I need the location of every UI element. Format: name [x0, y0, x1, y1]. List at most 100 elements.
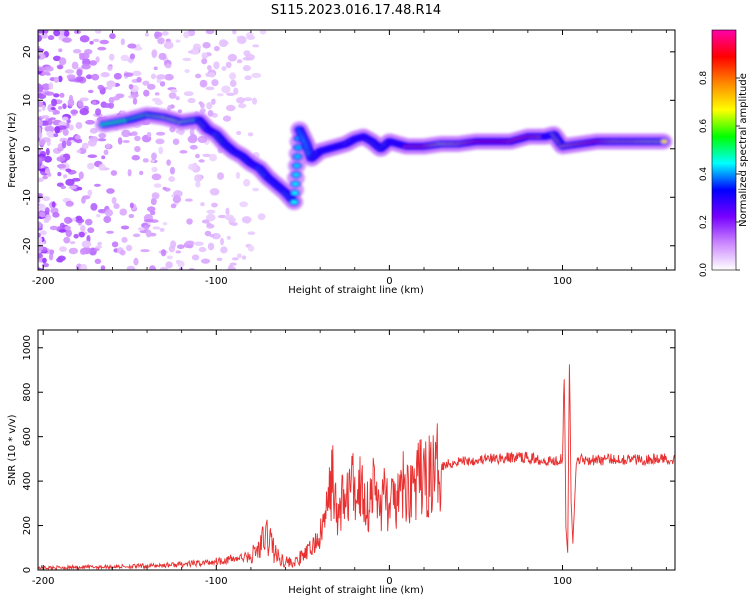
- spectrogram-noise-blob: [200, 258, 211, 264]
- spectrogram-noise-blob: [49, 225, 59, 231]
- spectrogram-noise-blob: [238, 103, 247, 109]
- spectrogram-noise-blob: [227, 266, 237, 270]
- spectrogram-noise-blob: [225, 104, 236, 112]
- spectrogram-noise-blob: [121, 129, 131, 138]
- spectrogram-noise-blob: [75, 76, 84, 83]
- y-tick-label: 200: [22, 516, 33, 535]
- spectrogram-noise-blob: [67, 137, 75, 141]
- spectrogram-noise-blob: [226, 92, 236, 96]
- spectrogram-noise-blob: [97, 241, 103, 246]
- spectrogram-noise-blob: [38, 164, 41, 170]
- spectrogram-noise-blob: [199, 108, 206, 114]
- spectrogram-noise-blob: [175, 96, 180, 101]
- spectrogram-noise-blob: [150, 73, 157, 80]
- spectrogram-noise-blob: [162, 221, 168, 226]
- spectrogram-noise-blob: [119, 208, 128, 216]
- spectrogram-noise-blob: [53, 93, 60, 98]
- spectrogram-noise-blob: [217, 214, 227, 219]
- colorbar-tick-label: 0.0: [699, 263, 709, 278]
- spectrogram-noise-blob: [113, 203, 120, 210]
- spectrogram-noise-blob: [58, 57, 67, 66]
- spectrogram-noise-blob: [155, 131, 166, 136]
- spectrogram-ridge-core: [294, 145, 302, 150]
- spectrogram-noise-blob: [60, 185, 67, 189]
- spectrogram-noise-blob: [153, 183, 162, 188]
- spectrogram-noise-blob: [61, 140, 67, 149]
- spectrogram-noise-blob: [58, 106, 63, 110]
- spectrogram-noise-blob: [151, 173, 162, 181]
- spectrogram-noise-blob: [72, 49, 82, 54]
- spectrogram-noise-blob: [207, 72, 216, 78]
- colorbar-ticks: 0.0 0.2 0.4 0.6 0.8: [699, 71, 740, 278]
- spectrogram-noise-blob: [153, 66, 158, 71]
- spectrogram-noise-blob: [207, 109, 214, 117]
- spectrogram-noise-blob: [229, 72, 237, 81]
- spectrogram-noise-blob: [199, 102, 205, 109]
- spectrogram-noise-blob: [175, 250, 182, 254]
- spectrogram-noise-blob: [148, 265, 156, 270]
- spectrogram-noise-blob: [236, 97, 245, 104]
- spectrogram-noise-blob: [76, 68, 83, 77]
- y-tick-label: 600: [22, 427, 33, 446]
- spectrogram-noise-blob: [178, 267, 183, 270]
- spectrogram-noise-blob: [87, 139, 97, 147]
- spectrogram-noise-blob: [98, 133, 107, 139]
- spectrogram-noise-blob: [101, 155, 106, 160]
- spectrogram-noise-blob: [44, 91, 55, 96]
- spectrogram-noise-blob: [93, 183, 101, 187]
- spectrogram-noise-blob: [43, 66, 54, 72]
- spectrogram-noise-blob: [162, 186, 167, 190]
- spectrogram-noise-blob: [95, 245, 103, 249]
- spectrogram-noise-blob: [47, 118, 53, 126]
- spectrogram-noise-blob: [65, 168, 72, 173]
- spectrogram-noise-blob: [85, 119, 95, 125]
- spectrogram-noise-blob: [233, 87, 239, 95]
- spectrogram-noise-blob: [92, 100, 97, 106]
- spectrogram-noise-blob: [193, 241, 204, 246]
- spectrogram-noise-blob: [45, 126, 55, 133]
- spectrogram-ridge-core: [292, 173, 300, 177]
- spectrogram-noise-blob: [97, 209, 104, 213]
- spectrogram-noise-blob: [97, 84, 105, 90]
- spectrogram-noise-blob: [142, 80, 150, 86]
- spectrogram-noise-blob: [194, 73, 202, 79]
- spectrogram-noise-blob: [38, 232, 41, 238]
- y-tick-label: 800: [22, 383, 33, 402]
- spectrogram-noise-blob: [41, 196, 51, 202]
- spectrogram-noise-blob: [94, 258, 102, 265]
- y-tick-label: 10: [22, 94, 33, 107]
- spectrogram-noise-blob: [40, 71, 51, 76]
- spectrogram-noise-blob: [137, 227, 145, 231]
- spectrogram-noise-blob: [51, 98, 58, 107]
- spectrogram-noise-blob: [184, 69, 190, 74]
- spectrogram-noise-blob: [246, 35, 256, 40]
- spectrogram-noise-blob: [129, 202, 134, 209]
- spectrogram-noise-blob: [186, 218, 193, 225]
- spectrogram-noise-blob: [145, 229, 152, 238]
- spectrogram-noise-blob: [117, 137, 123, 145]
- spectrogram-noise-blob: [205, 30, 215, 35]
- spectrogram-noise-blob: [184, 198, 193, 202]
- spectrogram-frame: [37, 29, 676, 271]
- snr-background: [38, 330, 675, 570]
- spectrogram-noise-blob: [151, 97, 161, 102]
- spectrogram-noise-blob: [38, 48, 45, 52]
- spectrogram-noise-blob: [158, 52, 167, 61]
- spectrogram-noise-blob: [49, 249, 55, 255]
- spectrogram-noise-blob: [53, 76, 59, 83]
- spectrogram-noise-blob: [73, 233, 79, 239]
- spectrogram-noise-blob: [81, 196, 86, 204]
- spectrogram-noise-blob: [230, 222, 238, 226]
- spectrogram-ridge-core: [293, 154, 301, 159]
- spectrogram-noise-blob: [177, 109, 183, 114]
- spectrogram-noise-blob: [68, 124, 74, 131]
- spectrogram-noise-blob: [89, 40, 94, 45]
- spectrogram-noise-blob: [62, 103, 67, 110]
- spectrogram-noise-blob: [147, 206, 156, 213]
- spectrogram-noise-blob: [39, 230, 47, 236]
- spectrogram-noise-blob: [151, 166, 158, 173]
- spectrogram-noise-blob: [166, 159, 171, 166]
- spectrogram-noise-blob: [205, 86, 215, 91]
- spectrogram-noise-blob: [77, 100, 84, 108]
